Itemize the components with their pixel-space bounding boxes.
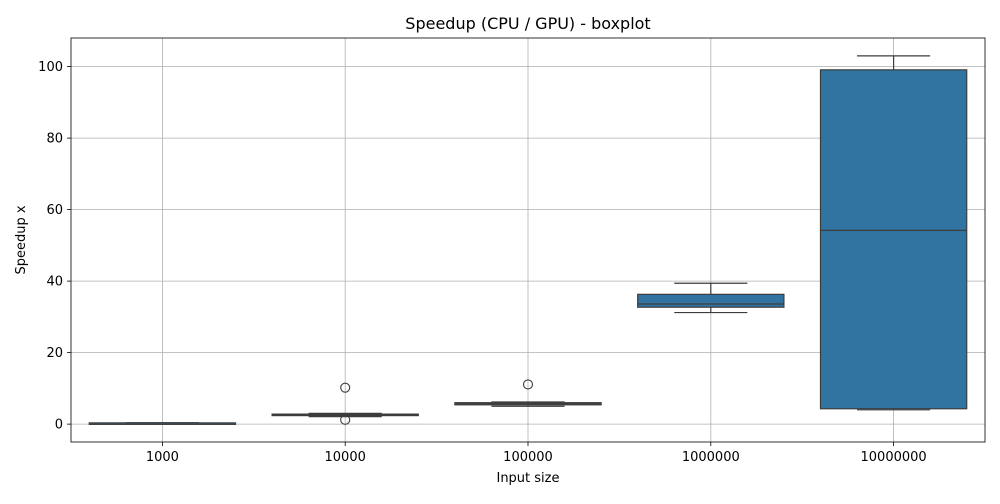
x-axis-title: Input size [496,471,559,486]
y-tick-label: 40 [46,275,63,290]
y-tick-label: 100 [38,60,63,75]
y-tick-label: 0 [55,418,63,433]
outlier-point [340,382,351,393]
box-layer [88,55,968,425]
x-tick-label: 10000000 [861,450,927,465]
x-tick-label: 10000 [325,450,366,465]
y-tick-label: 20 [46,346,63,361]
x-tick-label: 100000 [503,450,553,465]
box-10000000 [819,69,968,410]
y-tick-label: 80 [46,132,63,147]
y-tick-label: 60 [46,203,63,218]
x-tick-label: 1000000 [682,450,740,465]
outlier-point [522,379,534,390]
tick-layer: 0 20 40 60 80 100 1000 10000 100000 1000000 100000… [38,60,927,465]
outlier-point [340,414,351,425]
box-1000000 [637,293,785,308]
x-tick-label: 1000 [146,450,179,465]
y-axis-title: Speedup x [14,205,29,274]
chart-title: Speedup (CPU / GPU) - boxplot [405,14,650,33]
